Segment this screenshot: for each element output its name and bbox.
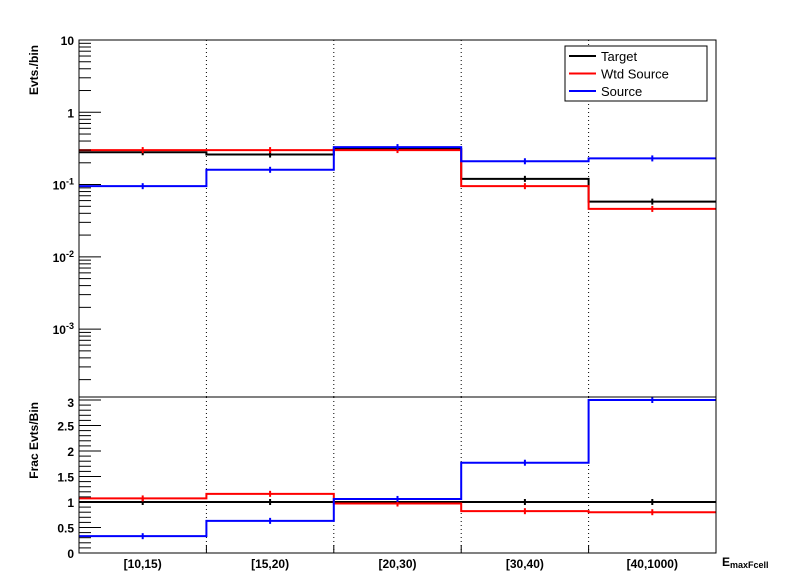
y-tick-label: 10-3 <box>53 321 74 337</box>
legend-label: Target <box>601 49 638 64</box>
y-tick-label: 2.5 <box>57 420 74 434</box>
x-tick-label: [20,30) <box>378 557 416 571</box>
y-tick-label: 1 <box>67 106 74 120</box>
x-tick-label: [40,1000) <box>627 557 678 571</box>
ratio-panel: 0 0.5 1 1.5 2 2.5 3 Frac Evts/Bin [10,15) [15,20)… <box>27 396 769 571</box>
y-axis-label: Frac Evts/Bin <box>27 402 41 479</box>
y-axis-label: Evts./bin <box>27 45 41 95</box>
y-tick-label: 10-2 <box>53 249 74 265</box>
tick-exponent: -1 <box>66 177 74 187</box>
y-tick-label: 0.5 <box>57 522 74 536</box>
y-tick-label: 10-1 <box>53 177 74 193</box>
x-label-main: E <box>722 555 730 569</box>
series-line-source <box>79 399 716 538</box>
tick-base: 10 <box>53 251 67 265</box>
series-line-target <box>79 148 716 203</box>
y-tick-label: 1.5 <box>57 471 74 485</box>
x-tick-label: [15,20) <box>251 557 289 571</box>
tick-base: 10 <box>53 179 67 193</box>
tick-exponent: -3 <box>66 321 74 331</box>
series-line-wtd-source <box>79 149 716 210</box>
tick-base: 10 <box>53 323 67 337</box>
y-tick-label: 2 <box>67 445 74 459</box>
legend-label: Wtd Source <box>601 67 669 82</box>
x-tick-label: [10,15) <box>124 557 162 571</box>
x-axis-label: EmaxFcell <box>722 555 769 570</box>
y-tick-label: 1 <box>67 496 74 510</box>
y-tick-label: 0 <box>67 547 74 561</box>
x-tick-label: [30,40) <box>506 557 544 571</box>
tick-base: 10 <box>61 34 75 48</box>
legend-label: Source <box>601 84 642 99</box>
y-tick-label: 3 <box>67 396 74 410</box>
legend: Target Wtd Source Source <box>564 45 708 102</box>
y-tick-label: 10 <box>61 34 75 48</box>
tick-exponent: -2 <box>66 249 74 259</box>
x-label-subscript: maxFcell <box>730 560 769 570</box>
plot-frame <box>78 396 717 554</box>
tick-base: 1 <box>67 106 74 120</box>
